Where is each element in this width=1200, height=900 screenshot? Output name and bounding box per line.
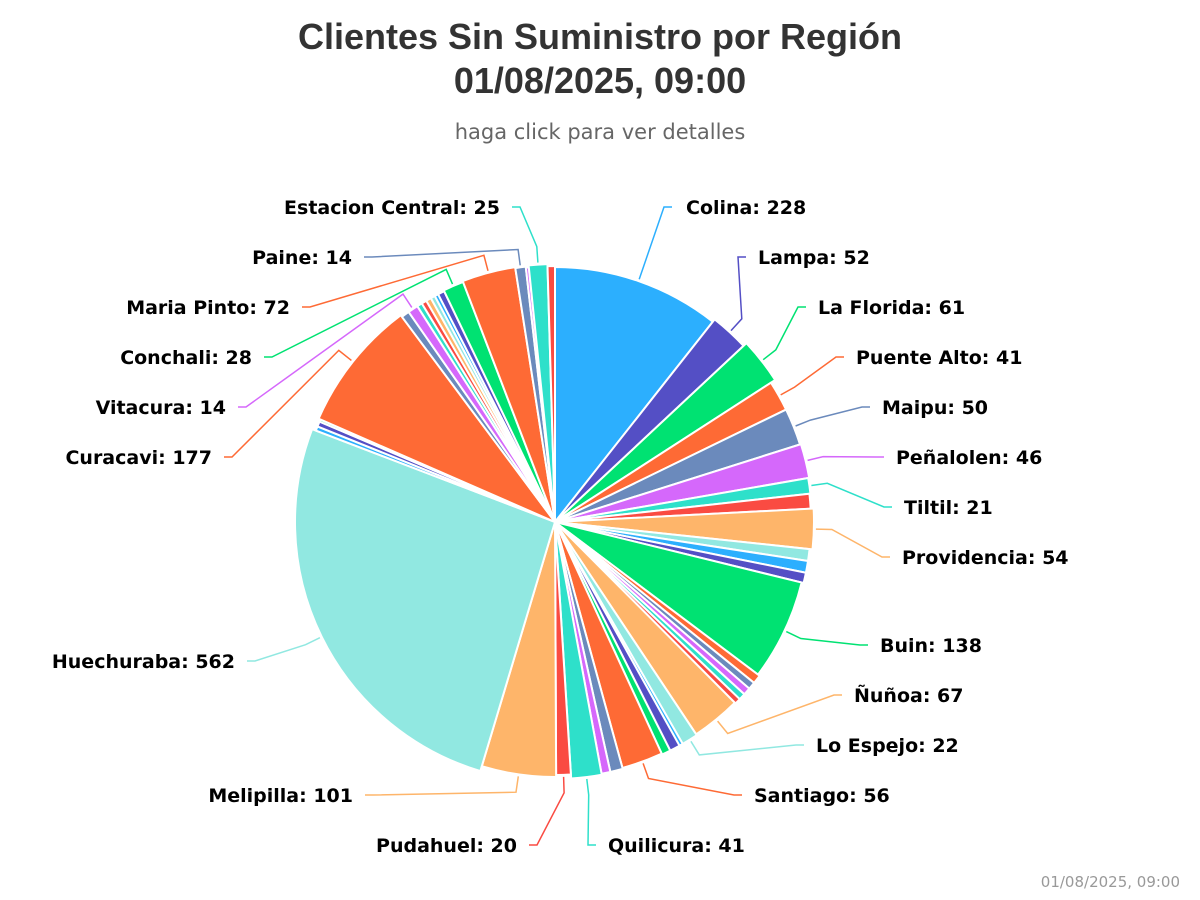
connector-melipilla <box>365 776 520 796</box>
data-label-maria-pinto[interactable]: Maria Pinto: 72 <box>126 297 290 319</box>
data-label-tiltil[interactable]: Tiltil: 21 <box>904 497 993 519</box>
pie-slice-quilicura[interactable] <box>554 521 603 780</box>
data-label-buin[interactable]: Buin: 138 <box>880 635 982 657</box>
data-label-lo-espejo[interactable]: Lo Espejo: 22 <box>816 735 959 757</box>
connector-nunoa <box>717 694 842 735</box>
data-label-penalolen[interactable]: Peñalolen: 46 <box>896 447 1042 469</box>
connector-vitacura <box>238 293 413 408</box>
pie-slice-maria-pinto[interactable] <box>461 266 556 523</box>
pie-slice-huechuraba[interactable] <box>294 428 556 773</box>
connector-estacion-central <box>512 206 539 263</box>
pie-slice-paine[interactable] <box>514 265 556 523</box>
chart-title: Clientes Sin Suministro por Región <box>297 16 903 57</box>
data-label-melipilla[interactable]: Melipilla: 101 <box>208 785 353 807</box>
connector-pudahuel <box>529 776 565 846</box>
data-label-santiago[interactable]: Santiago: 56 <box>754 785 890 807</box>
data-label-lampa[interactable]: Lampa: 52 <box>758 247 870 269</box>
pie-slice-providencia[interactable] <box>554 507 815 551</box>
data-label-estacion-central[interactable]: Estacion Central: 25 <box>284 197 500 219</box>
data-label-pudahuel[interactable]: Pudahuel: 20 <box>376 835 517 857</box>
pie-slice-colina[interactable] <box>554 266 714 523</box>
data-label-colina[interactable]: Colina: 228 <box>686 197 806 219</box>
pie-slice-la-florida[interactable] <box>554 342 777 523</box>
data-label-curacavi[interactable]: Curacavi: 177 <box>65 447 212 469</box>
connector-maipu <box>795 406 870 427</box>
chart-credit: 01/08/2025, 09:00 <box>1040 873 1180 891</box>
connector-colina <box>638 206 672 280</box>
connector-curacavi <box>224 349 352 458</box>
connector-conchali <box>264 268 454 358</box>
pie-slice-unlabeled-47[interactable] <box>546 265 556 523</box>
connector-quilicura <box>586 778 596 846</box>
connector-huechuraba <box>247 637 321 662</box>
connector-providencia <box>815 528 890 558</box>
data-label-conchali[interactable]: Conchali: 28 <box>120 347 252 369</box>
pie-slice-curacavi[interactable] <box>317 314 556 523</box>
connector-buin <box>785 630 868 646</box>
connector-penalolen <box>807 455 884 462</box>
connector-santiago <box>642 763 742 796</box>
data-label-la-florida[interactable]: La Florida: 61 <box>818 297 965 319</box>
connector-lampa <box>730 256 746 332</box>
data-label-puente-alto[interactable]: Puente Alto: 41 <box>856 347 1022 369</box>
data-label-vitacura[interactable]: Vitacura: 14 <box>96 397 226 419</box>
connector-lo-espejo <box>690 740 804 756</box>
data-label-maipu[interactable]: Maipu: 50 <box>882 397 988 419</box>
data-label-quilicura[interactable]: Quilicura: 41 <box>608 835 745 857</box>
data-label-huechuraba[interactable]: Huechuraba: 562 <box>52 651 235 673</box>
pie-slice-penalolen[interactable] <box>554 443 811 523</box>
connector-tiltil <box>811 482 892 508</box>
connector-la-florida <box>762 306 806 361</box>
data-label-providencia[interactable]: Providencia: 54 <box>902 547 1069 569</box>
connector-maria-pinto <box>302 254 489 308</box>
chart-subtitle: haga click para ver detalles <box>454 120 746 144</box>
data-label-nunoa[interactable]: Ñuñoa: 67 <box>854 683 963 707</box>
data-label-paine[interactable]: Paine: 14 <box>252 247 352 269</box>
connector-paine <box>364 248 521 266</box>
chart-title-datetime: 01/08/2025, 09:00 <box>453 60 747 101</box>
connector-puente-alto <box>780 356 844 396</box>
